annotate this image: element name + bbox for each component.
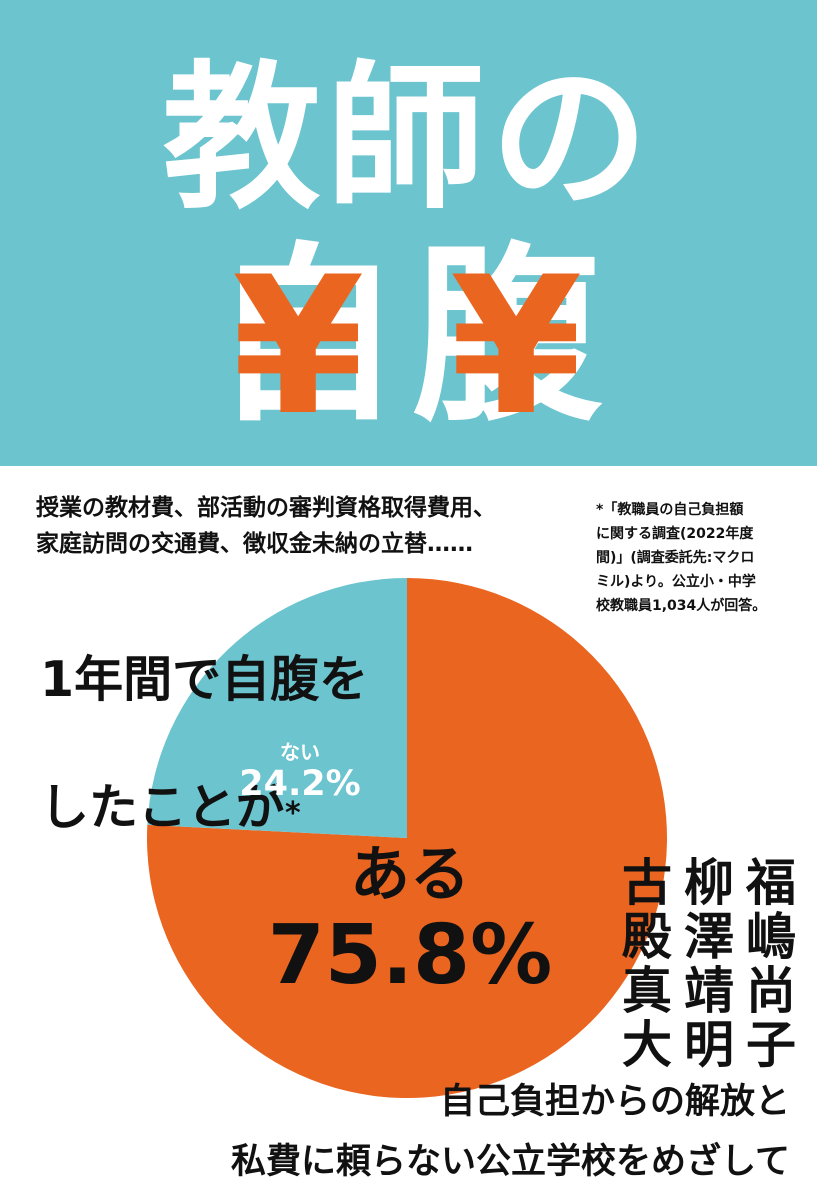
pie-slice-aru xyxy=(147,578,667,1098)
author-yanagisawa: 柳澤靖明 xyxy=(676,856,734,1072)
tagline: 自己負担からの解放と 私費に頼らない公立学校をめざして xyxy=(150,1072,790,1192)
pie-value-aru: 75.8% xyxy=(267,908,553,1003)
yen-icon: ¥ xyxy=(450,236,583,457)
title-line-1: 教師の xyxy=(162,47,655,231)
subtitle: 授業の教材費、部活動の審判資格取得費用、 家庭訪問の交通費、徴収金未納の立替…… xyxy=(36,490,506,562)
question-line-2: したことが* xyxy=(40,776,368,840)
author-fukushima: 福嶋尚子 xyxy=(738,856,796,1072)
yen-icon: ¥ xyxy=(232,236,365,457)
tagline-line-1: 自己負担からの解放と xyxy=(439,1082,790,1122)
author-kodono: 古殿真大 xyxy=(614,856,672,1072)
subtitle-line-2: 家庭訪問の交通費、徴収金未納の立替…… xyxy=(36,531,473,557)
question-line-1: 1年間で自腹を xyxy=(40,651,369,708)
title-line-2: 自 ¥ 腹 ¥ xyxy=(0,242,817,442)
title-char-hara: 腹 xyxy=(412,226,603,447)
question-line-2-text: したことが xyxy=(40,779,286,836)
subtitle-line-1: 授業の教材費、部活動の審判資格取得費用、 xyxy=(36,495,496,521)
chart-question: 1年間で自腹を したことが* xyxy=(40,584,368,904)
pie-label-aru: ある xyxy=(350,840,470,910)
title-band: 教師の 自 ¥ 腹 ¥ xyxy=(0,0,817,466)
question-asterisk: * xyxy=(285,796,301,831)
survey-footnote: *「教職員の自己負担額 に関する調査(2022年度 間)」(調査委託先:マクロ … xyxy=(596,502,767,614)
pie-label-nai: ない xyxy=(280,740,320,764)
pie-value-nai: 24.2% xyxy=(239,764,361,804)
tagline-line-2: 私費に頼らない公立学校をめざして xyxy=(231,1142,790,1182)
title-char-ji: 自 xyxy=(212,226,403,447)
pie-slice-nai xyxy=(147,578,408,838)
